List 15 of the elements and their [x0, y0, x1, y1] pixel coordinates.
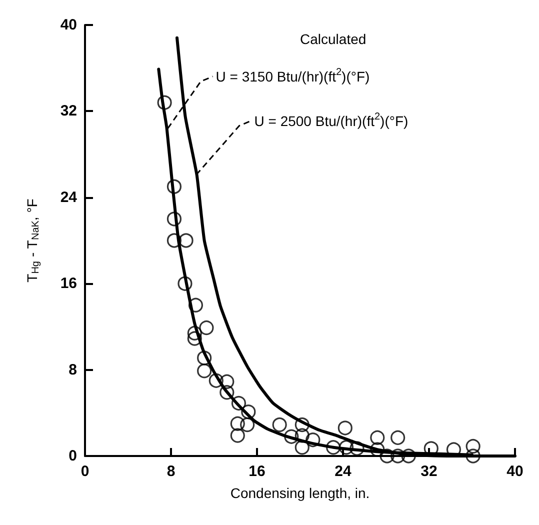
- y-tick-label: 24: [60, 188, 78, 206]
- x-tick-label: 0: [80, 463, 90, 480]
- annotation: Calculated: [300, 31, 366, 47]
- x-tick-label: 40: [506, 463, 524, 480]
- y-tick-label: 40: [60, 16, 77, 34]
- y-axis-title: THg - TNaK, °F: [24, 198, 42, 282]
- y-tick-label: 16: [60, 275, 77, 292]
- y-tick-label: 0: [68, 448, 77, 464]
- x-tick-label: 24: [334, 463, 352, 480]
- y-tick-label: 32: [60, 102, 77, 120]
- x-tick-label: 16: [248, 463, 266, 480]
- x-tick-label: 32: [420, 463, 438, 480]
- x-axis-title: Condensing length, in.: [230, 485, 370, 501]
- y-tick-label: 8: [68, 361, 77, 378]
- x-tick-label: 8: [166, 463, 176, 480]
